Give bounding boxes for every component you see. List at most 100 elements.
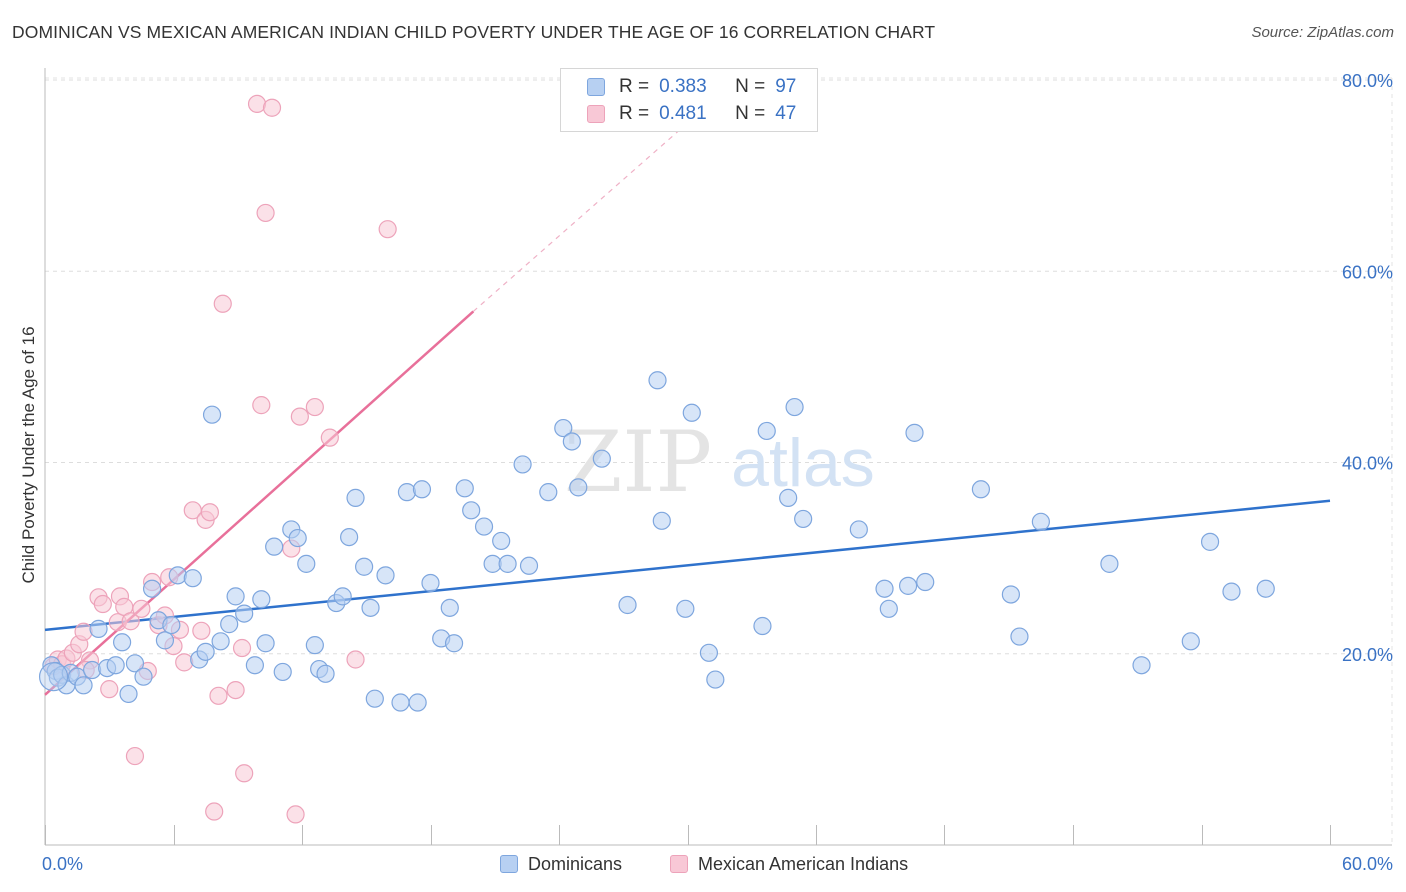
point-mexican-american-indian: [200, 503, 220, 522]
correlation-legend: R = 0.383 N = 97 R = 0.481 N = 47: [560, 68, 818, 132]
bottom-legend-dominicans[interactable]: Dominicans: [500, 852, 622, 876]
point-mexican-american-indian: [252, 396, 271, 415]
axes: [44, 68, 1392, 846]
legend-r-value-mexican-american-indians: 0.481: [659, 103, 707, 124]
point-mexican-american-indian: [232, 638, 252, 658]
point-mexican-american-indian: [346, 650, 365, 669]
point-dominican: [142, 579, 162, 598]
point-dominican: [119, 684, 138, 704]
point-dominican: [779, 488, 798, 507]
point-dominican: [1181, 632, 1200, 651]
point-dominican: [397, 483, 417, 502]
point-dominican: [183, 569, 202, 588]
point-mexican-american-indian: [175, 653, 194, 672]
trend-line-extension-mexican-american-indians: [472, 122, 688, 312]
point-dominican: [539, 483, 558, 502]
point-dominican: [676, 599, 695, 618]
chart-title: DOMINICAN VS MEXICAN AMERICAN INDIAN CHI…: [12, 22, 936, 42]
watermark-zip: ZIP: [564, 413, 712, 511]
legend-row-dominicans: R = 0.383 N = 97: [587, 75, 796, 99]
point-dominican: [297, 554, 316, 573]
point-dominican: [333, 587, 352, 606]
point-dominican: [168, 566, 187, 585]
point-dominican: [474, 517, 494, 536]
point-mexican-american-indian: [121, 612, 140, 631]
point-dominican-cluster: [38, 662, 69, 692]
tick-labels: 20.0% 40.0% 60.0% 80.0% 0.0% 60.0%: [42, 71, 1393, 874]
point-dominican: [699, 643, 719, 662]
y-tick-label-20: 20.0%: [1342, 645, 1393, 665]
point-dominican: [355, 557, 374, 576]
x-tick-label-max: 60.0%: [1342, 854, 1393, 874]
point-dominican: [112, 633, 132, 652]
point-dominican: [361, 598, 380, 617]
point-dominican: [1100, 554, 1119, 573]
point-dominican: [569, 478, 588, 497]
legend-n-label: N =: [735, 76, 766, 97]
point-mexican-american-indian: [226, 680, 245, 700]
point-mexican-american-indian: [100, 680, 119, 699]
point-dominican: [202, 405, 222, 424]
gridlines: [45, 77, 1393, 845]
point-mexican-american-indian: [286, 805, 305, 824]
point-dominican: [421, 573, 440, 593]
bottom-legend-label-dominicans: Dominicans: [528, 853, 623, 874]
point-dominican: [340, 527, 359, 547]
point-dominican: [898, 576, 918, 595]
legend-swatch-dominicans: [587, 78, 605, 96]
point-mexican-american-indian: [213, 294, 232, 313]
point-dominican: [492, 531, 511, 551]
point-mexican-american-indian: [262, 98, 282, 117]
point-dominican: [1222, 582, 1241, 601]
source-credit: Source: ZipAtlas.com: [1251, 24, 1394, 41]
data-points: [38, 94, 1275, 824]
watermark-atlas: atlas: [731, 425, 875, 501]
point-dominican: [288, 528, 307, 548]
legend-r-value-dominicans: 0.383: [659, 76, 707, 97]
trend-line-dominicans: [44, 499, 1331, 632]
point-dominican: [408, 693, 427, 712]
legend-r-label: R =: [619, 76, 650, 97]
x-tick-label-min: 0.0%: [42, 854, 83, 874]
point-mexican-american-indian: [378, 220, 397, 239]
point-dominican: [971, 480, 991, 499]
bottom-legend-swatch-mexican-american-indians: [670, 855, 688, 873]
point-dominican: [794, 509, 813, 529]
point-dominican: [134, 667, 153, 686]
point-mexican-american-indian: [305, 397, 324, 417]
bottom-legend-mexican-american-indians[interactable]: Mexican American Indians: [670, 852, 908, 876]
point-dominican: [346, 488, 365, 507]
point-dominican: [1256, 579, 1275, 598]
point-dominican: [916, 572, 935, 592]
point-dominican: [440, 598, 459, 617]
point-dominican: [648, 371, 667, 390]
point-dominican: [252, 590, 271, 609]
point-dominican: [562, 432, 581, 451]
point-mexican-american-indian: [256, 203, 275, 223]
watermark: ZIP atlas: [564, 413, 875, 511]
point-dominican: [592, 449, 611, 468]
point-dominican: [83, 660, 102, 680]
bottom-legend-swatch-dominicans: [500, 855, 518, 873]
point-dominican: [155, 631, 175, 650]
legend-swatch-mexican-american-indians: [587, 105, 605, 123]
legend-n-value-dominicans: 97: [775, 76, 797, 97]
point-dominican: [391, 693, 410, 712]
point-dominican: [162, 615, 181, 635]
point-dominican: [1200, 532, 1220, 551]
point-dominican: [444, 634, 464, 653]
point-mexican-american-indian: [247, 94, 267, 114]
point-dominican: [265, 537, 284, 556]
point-mexican-american-indian: [132, 599, 151, 618]
point-dominican: [849, 520, 868, 539]
point-mexican-american-indian: [290, 407, 309, 426]
point-mexican-american-indian: [320, 428, 339, 447]
point-dominican: [220, 615, 239, 634]
point-dominican: [226, 587, 245, 606]
point-dominican: [235, 604, 254, 623]
point-dominican: [89, 619, 108, 638]
point-dominican: [519, 556, 539, 575]
point-mexican-american-indian: [93, 594, 112, 614]
